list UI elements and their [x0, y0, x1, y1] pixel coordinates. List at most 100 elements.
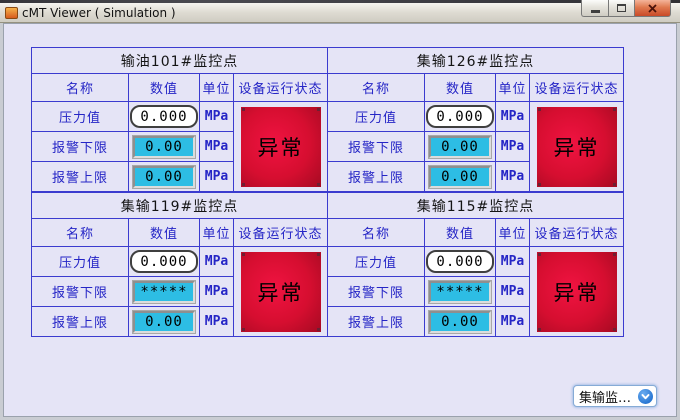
panel-title: 输油101#监控点 [30, 47, 329, 74]
col-header-name: 名称 [327, 218, 425, 247]
pressure-value-display: 0.000 [426, 250, 494, 273]
col-header-unit: 单位 [495, 218, 530, 247]
window-top-border [0, 0, 680, 3]
row-label-pressure: 压力值 [327, 246, 425, 277]
corner-mark [537, 327, 541, 331]
window-title: cMT Viewer ( Simulation ) [22, 5, 176, 20]
row-label-alarm-low: 报警下限 [31, 131, 129, 162]
unit-label: MPa [199, 306, 234, 337]
col-header-unit: 单位 [199, 73, 234, 102]
row-label-pressure: 压力值 [31, 101, 129, 132]
col-header-status: 设备运行状态 [528, 73, 625, 102]
unit-label: MPa [199, 246, 234, 277]
unit-label: MPa [199, 161, 234, 192]
alarm-low-input[interactable]: 0.00 [429, 135, 491, 158]
status-text: 异常 [553, 280, 600, 305]
panel-126: 集输126#监控点 名称 数值 单位 设备运行状态 压力值 0.000 MPa … [326, 47, 625, 192]
col-header-name: 名称 [327, 73, 425, 102]
status-indicator: 异常 [536, 106, 617, 187]
unit-label: MPa [495, 246, 530, 277]
col-header-status: 设备运行状态 [528, 218, 625, 247]
corner-mark [316, 182, 320, 186]
corner-mark [612, 327, 616, 331]
panel-115: 集输115#监控点 名称 数值 单位 设备运行状态 压力值 0.000 MPa … [326, 192, 625, 337]
unit-label: MPa [495, 161, 530, 192]
row-label-alarm-high: 报警上限 [327, 306, 425, 337]
row-label-pressure: 压力值 [31, 246, 129, 277]
status-text: 异常 [257, 280, 304, 305]
alarm-high-input[interactable]: 0.00 [133, 165, 195, 188]
status-indicator: 异常 [536, 251, 617, 332]
row-label-alarm-high: 报警上限 [31, 161, 129, 192]
panel-101: 输油101#监控点 名称 数值 单位 设备运行状态 压力值 0.000 MPa … [30, 47, 329, 192]
corner-mark [612, 252, 616, 256]
status-indicator: 异常 [240, 251, 321, 332]
corner-mark [241, 252, 245, 256]
panel-title: 集输119#监控点 [30, 192, 329, 219]
unit-label: MPa [495, 276, 530, 307]
row-label-alarm-low: 报警下限 [327, 276, 425, 307]
row-label-alarm-low: 报警下限 [31, 276, 129, 307]
chevron-down-icon [638, 388, 653, 404]
pressure-value-display: 0.000 [426, 105, 494, 128]
unit-label: MPa [495, 131, 530, 162]
col-header-name: 名称 [31, 218, 129, 247]
close-button[interactable] [635, 0, 671, 17]
col-header-value: 数值 [128, 218, 200, 247]
col-header-value: 数值 [424, 73, 496, 102]
unit-label: MPa [495, 101, 530, 132]
maximize-button[interactable] [608, 0, 635, 17]
close-icon [648, 3, 657, 13]
window-controls [581, 0, 671, 17]
row-label-alarm-high: 报警上限 [327, 161, 425, 192]
status-text: 异常 [257, 135, 304, 160]
alarm-low-input[interactable]: 0.00 [133, 135, 195, 158]
alarm-high-input[interactable]: 0.00 [429, 165, 491, 188]
corner-mark [316, 252, 320, 256]
row-label-pressure: 压力值 [327, 101, 425, 132]
alarm-low-input[interactable]: ***** [429, 280, 491, 303]
unit-label: MPa [495, 306, 530, 337]
corner-mark [537, 252, 541, 256]
panel-title: 集输115#监控点 [326, 192, 625, 219]
alarm-high-input[interactable]: 0.00 [133, 310, 195, 333]
col-header-name: 名称 [31, 73, 129, 102]
corner-mark [537, 182, 541, 186]
row-label-alarm-low: 报警下限 [327, 131, 425, 162]
corner-mark [316, 107, 320, 111]
screen-select-dropdown[interactable]: 集输监… [573, 385, 657, 407]
panel-title: 集输126#监控点 [326, 47, 625, 74]
col-header-value: 数值 [424, 218, 496, 247]
col-header-unit: 单位 [495, 73, 530, 102]
corner-mark [537, 107, 541, 111]
monitor-grid: 输油101#监控点 名称 数值 单位 设备运行状态 压力值 0.000 MPa … [30, 47, 625, 337]
panel-119: 集输119#监控点 名称 数值 单位 设备运行状态 压力值 0.000 MPa … [30, 192, 329, 337]
corner-mark [241, 182, 245, 186]
dropdown-selected-label: 集输监… [579, 390, 632, 406]
alarm-low-input[interactable]: ***** [133, 280, 195, 303]
corner-mark [241, 327, 245, 331]
corner-mark [316, 327, 320, 331]
app-icon [5, 6, 18, 19]
unit-label: MPa [199, 131, 234, 162]
status-text: 异常 [553, 135, 600, 160]
corner-mark [612, 182, 616, 186]
corner-mark [241, 107, 245, 111]
unit-label: MPa [199, 101, 234, 132]
col-header-status: 设备运行状态 [232, 73, 329, 102]
col-header-unit: 单位 [199, 218, 234, 247]
corner-mark [612, 107, 616, 111]
col-header-value: 数值 [128, 73, 200, 102]
col-header-status: 设备运行状态 [232, 218, 329, 247]
hmi-screen: 输油101#监控点 名称 数值 单位 设备运行状态 压力值 0.000 MPa … [3, 23, 677, 417]
minimize-icon [590, 9, 600, 13]
status-indicator: 异常 [240, 106, 321, 187]
maximize-icon [617, 4, 626, 12]
alarm-high-input[interactable]: 0.00 [429, 310, 491, 333]
pressure-value-display: 0.000 [130, 105, 198, 128]
titlebar: cMT Viewer ( Simulation ) [0, 3, 680, 23]
minimize-button[interactable] [581, 0, 608, 17]
pressure-value-display: 0.000 [130, 250, 198, 273]
row-label-alarm-high: 报警上限 [31, 306, 129, 337]
